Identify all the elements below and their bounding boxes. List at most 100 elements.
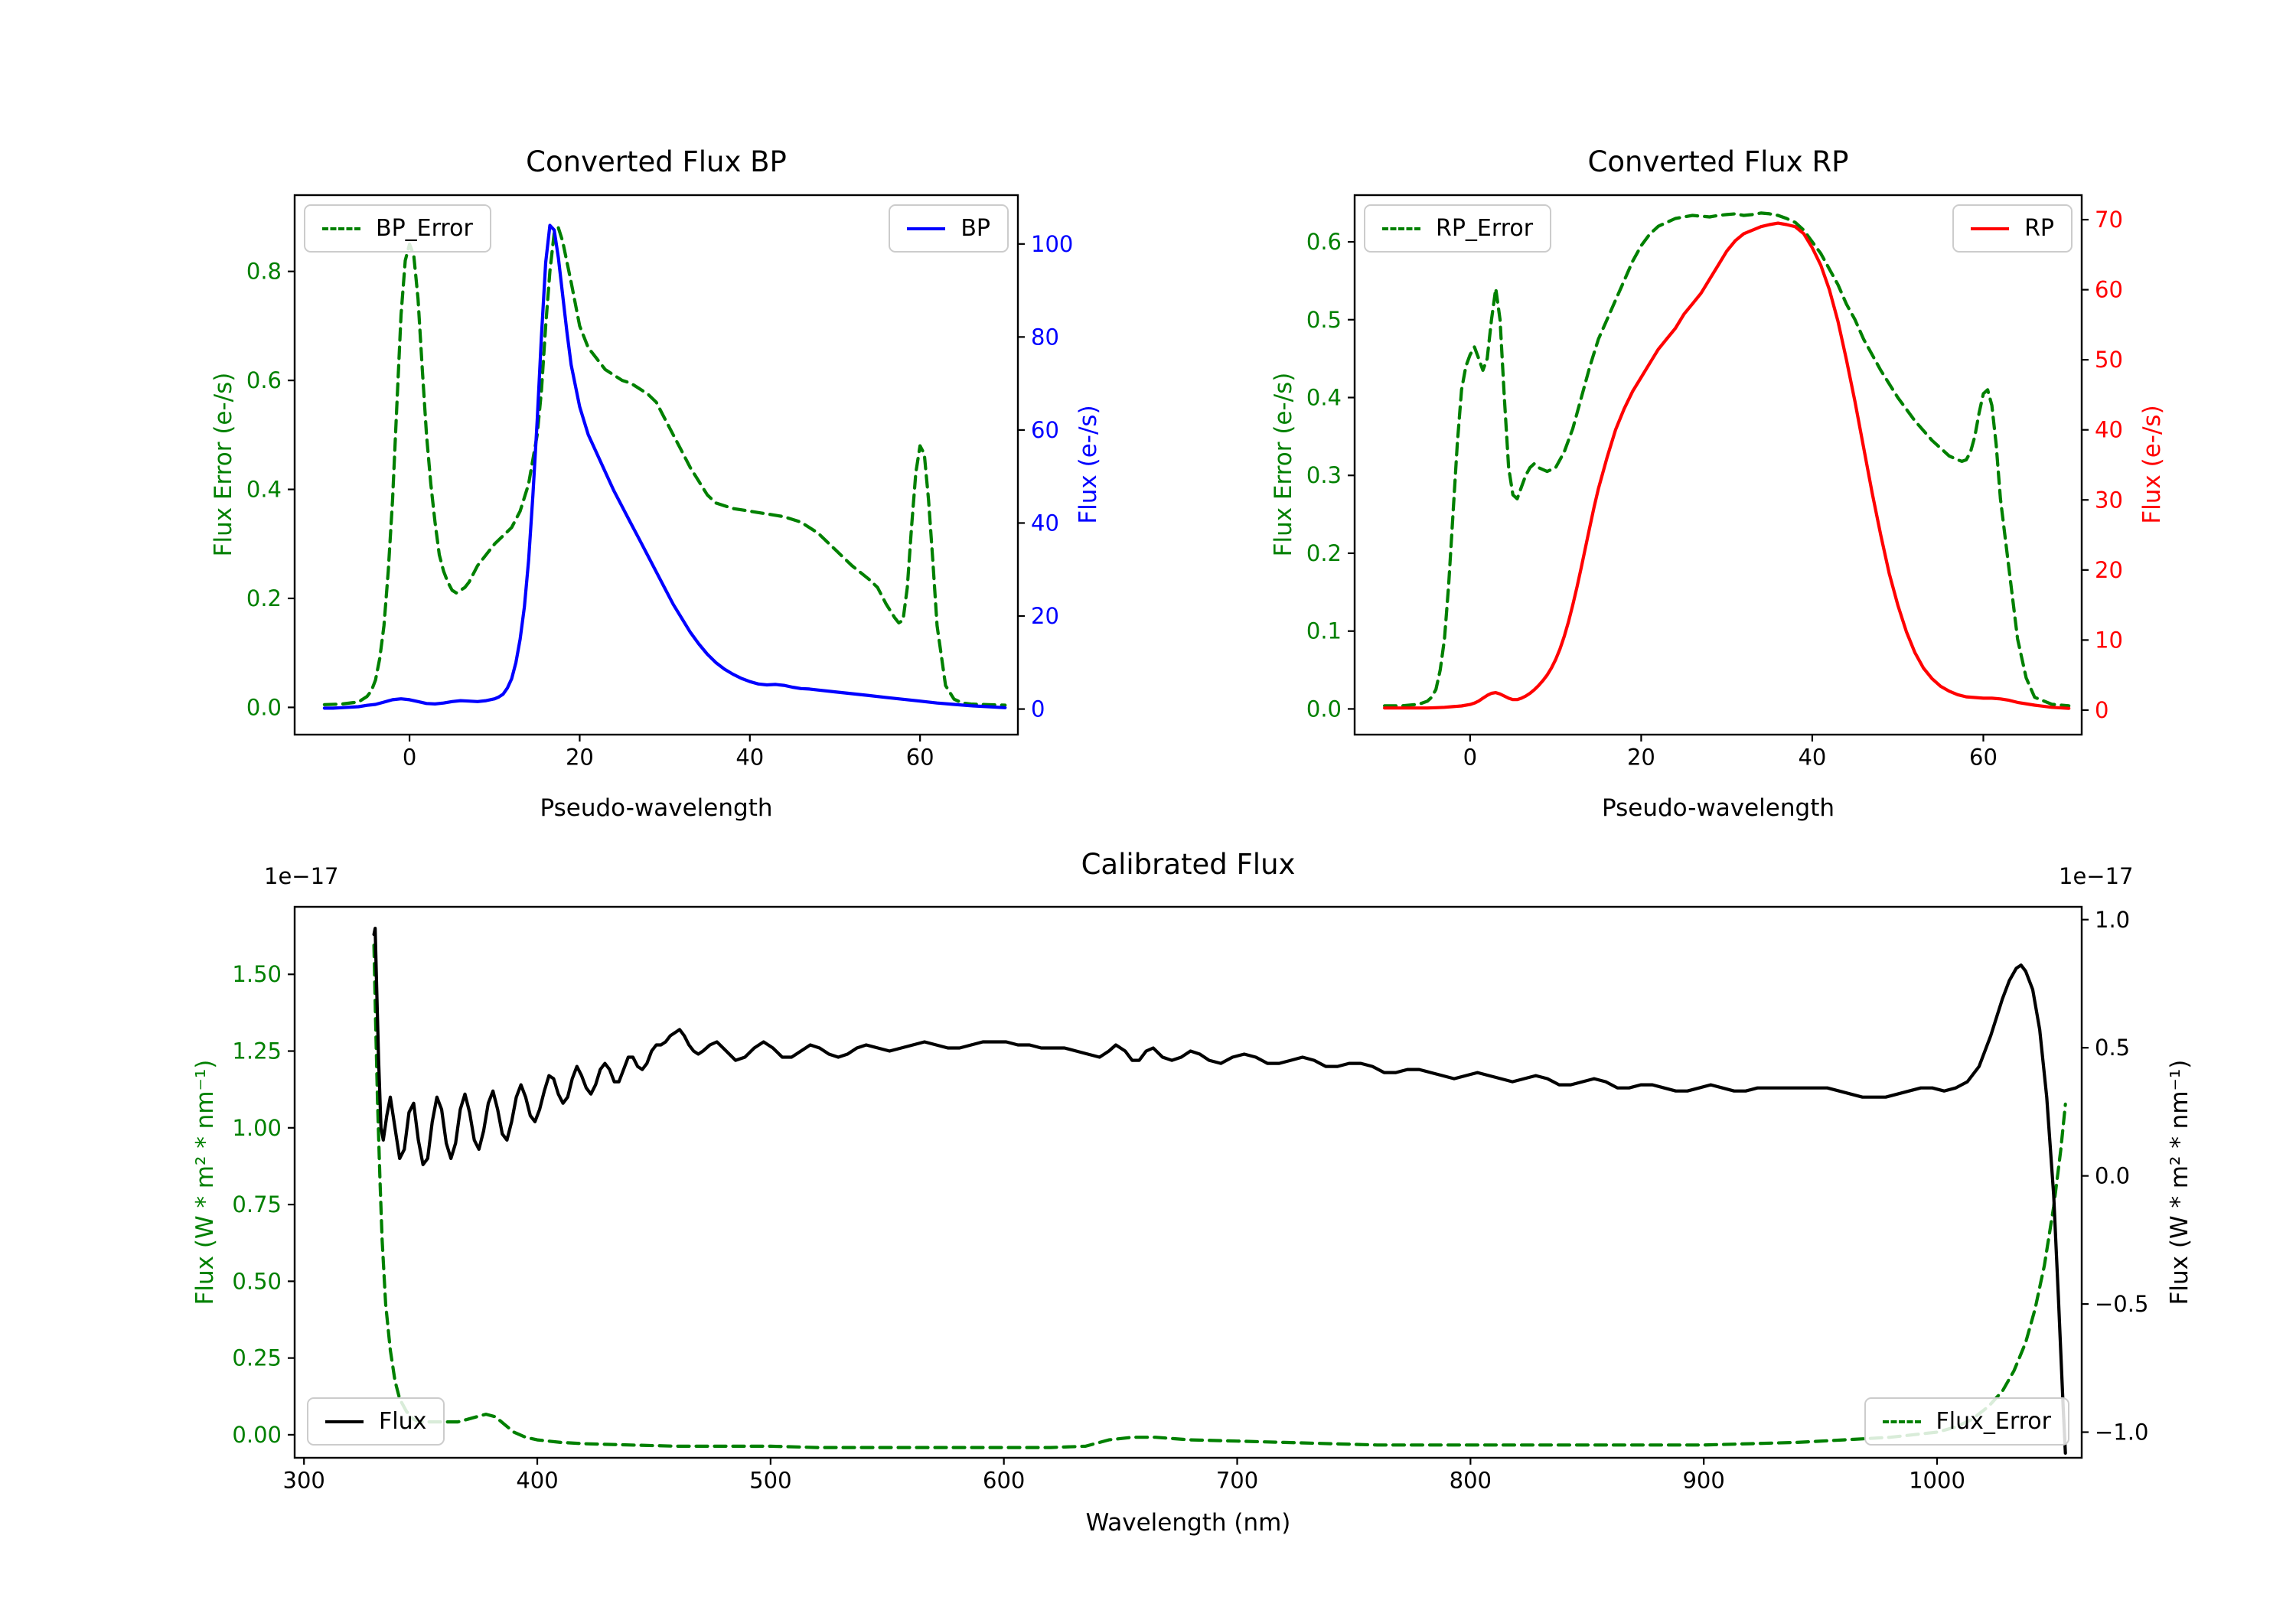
calibrated-xlabel: Wavelength (nm): [1085, 1509, 1291, 1537]
tick-label: 0.00: [232, 1422, 282, 1448]
tick-label: 60: [906, 745, 934, 771]
series-RP_Error: [1382, 211, 2071, 708]
tick-label: 40: [1031, 510, 1059, 536]
tick-label: 60: [2095, 277, 2123, 303]
tick-label: 0.25: [232, 1345, 282, 1371]
tick-label: 20: [1031, 603, 1059, 629]
tick-label: 100: [1031, 231, 1073, 257]
series-Flux_Error: [372, 944, 2067, 1449]
tick-label: 1.00: [232, 1115, 282, 1141]
legend-line-sample: [907, 227, 946, 230]
legend-flux: Flux: [307, 1397, 445, 1446]
bp-ylabel-left: Flux Error (e-/s): [210, 372, 237, 557]
legend-label: Flux_Error: [1936, 1408, 2051, 1435]
tick-label: 60: [1969, 745, 1998, 771]
tick-label: 40: [735, 745, 764, 771]
rp-chart-plot-area: 0 20 40 60 0.0 0.1 0.2 0.3 0.4 0.5 0.6 0 10 20 30 40 50 6…: [1306, 194, 2123, 771]
rp-xlabel: Pseudo-wavelength: [1601, 794, 1835, 822]
tick-label: 0.4: [246, 477, 282, 503]
legend-label: BP_Error: [376, 215, 473, 242]
tick-label: 900: [1682, 1468, 1724, 1494]
legend-line-sample: [1382, 227, 1420, 230]
tick-label: 700: [1216, 1468, 1258, 1494]
tick-label: 0.0: [246, 694, 282, 720]
tick-label: 1.25: [232, 1038, 282, 1064]
tick-label: 30: [2095, 487, 2123, 513]
axes-frame: [293, 194, 1019, 736]
axes-frame: [1353, 194, 2083, 736]
tick-label: 40: [2095, 417, 2123, 443]
legend-flux_error: Flux_Error: [1864, 1397, 2069, 1446]
chart-canvas: 0 20 40 60 0.0 0.2 0.4 0.6 0.8 0 20 40 60 80 100: [246, 194, 1073, 771]
axes-frame: [293, 905, 2083, 1459]
legend-bp_error: BP_Error: [304, 204, 491, 253]
legend-line-sample: [1882, 1420, 1921, 1423]
offset-left-1e-17: 1e−17: [264, 863, 339, 889]
tick-label: −0.5: [2095, 1291, 2148, 1317]
bp-chart-title: Converted Flux BP: [526, 145, 787, 178]
calibrated-ylabel-right: Flux (W * m² * nm⁻¹): [2166, 1059, 2193, 1305]
tick-label: 1000: [1909, 1468, 1965, 1494]
tick-label: 400: [516, 1468, 558, 1494]
bp-chart-plot-area: 0 20 40 60 0.0 0.2 0.4 0.6 0.8 0 20 40 60 80 100 BP_Err…: [246, 194, 1073, 771]
calibrated-ylabel-left: Flux (W * m² * nm⁻¹): [191, 1059, 219, 1305]
calibrated-chart-plot-area: 300 400 500 600 700 800 900 1000 0.00 0.25 0.50 0.7…: [232, 905, 2148, 1494]
legend-rp: RP: [1952, 204, 2073, 253]
bp-xlabel: Pseudo-wavelength: [540, 794, 773, 822]
legend-label: BP: [960, 215, 990, 242]
tick-label: 0.2: [246, 585, 282, 611]
rp-ylabel-left: Flux Error (e-/s): [1270, 372, 1297, 557]
tick-label: 40: [1798, 745, 1826, 771]
tick-label: 60: [1031, 417, 1059, 443]
bp-ylabel-right: Flux (e-/s): [1075, 405, 1102, 524]
tick-label: 20: [1627, 745, 1655, 771]
tick-label: 0.75: [232, 1191, 282, 1217]
legend-label: RP: [2024, 215, 2054, 242]
chart-canvas: 300 400 500 600 700 800 900 1000 0.00 0.25 0.50 0.7…: [232, 905, 2148, 1494]
legend-line-sample: [325, 1420, 364, 1423]
rp-chart-title: Converted Flux RP: [1587, 145, 1849, 178]
tick-label: 0: [403, 745, 416, 771]
tick-label: 0.5: [1306, 307, 1342, 333]
tick-label: 500: [749, 1468, 791, 1494]
legend-line-sample: [1971, 227, 2010, 230]
tick-label: 800: [1450, 1468, 1492, 1494]
tick-label: 0.50: [232, 1268, 282, 1294]
series-RP: [1382, 221, 2071, 710]
legend-line-sample: [322, 227, 360, 230]
tick-label: 0: [2095, 697, 2108, 723]
tick-label: 0.2: [1306, 540, 1342, 566]
tick-label: 20: [566, 745, 594, 771]
legend-bp: BP: [889, 204, 1009, 253]
tick-label: 0.0: [2095, 1163, 2130, 1189]
tick-label: 50: [2095, 347, 2123, 373]
tick-label: 300: [283, 1468, 325, 1494]
tick-label: 0.8: [246, 259, 282, 285]
tick-label: 0.4: [1306, 385, 1342, 411]
tick-label: 0.0: [1306, 696, 1342, 722]
tick-label: 1.50: [232, 961, 282, 987]
tick-label: 10: [2095, 627, 2123, 653]
tick-label: 600: [983, 1468, 1025, 1494]
tick-label: 70: [2095, 207, 2123, 233]
tick-label: 0: [1463, 745, 1477, 771]
calibrated-chart-title: Calibrated Flux: [1081, 848, 1296, 881]
tick-label: 0.1: [1306, 618, 1342, 644]
offset-right-1e-17: 1e−17: [2059, 863, 2134, 889]
tick-label: 1.0: [2095, 907, 2130, 933]
tick-label: 0.5: [2095, 1035, 2130, 1061]
tick-label: 0.6: [1306, 229, 1342, 255]
chart-canvas: 0 20 40 60 0.0 0.1 0.2 0.3 0.4 0.5 0.6 0 10 20 30 40 50 6…: [1306, 194, 2123, 771]
series-BP: [322, 223, 1007, 710]
series-Flux: [372, 927, 2067, 1455]
tick-label: −1.0: [2095, 1420, 2148, 1446]
tick-label: 80: [1031, 324, 1059, 350]
legend-rp_error: RP_Error: [1364, 204, 1552, 253]
tick-label: 0.3: [1306, 462, 1342, 488]
rp-ylabel-right: Flux (e-/s): [2138, 405, 2166, 524]
tick-label: 20: [2095, 557, 2123, 583]
series-BP_Error: [322, 226, 1007, 707]
tick-label: 0.6: [246, 367, 282, 393]
legend-label: RP_Error: [1436, 215, 1534, 242]
